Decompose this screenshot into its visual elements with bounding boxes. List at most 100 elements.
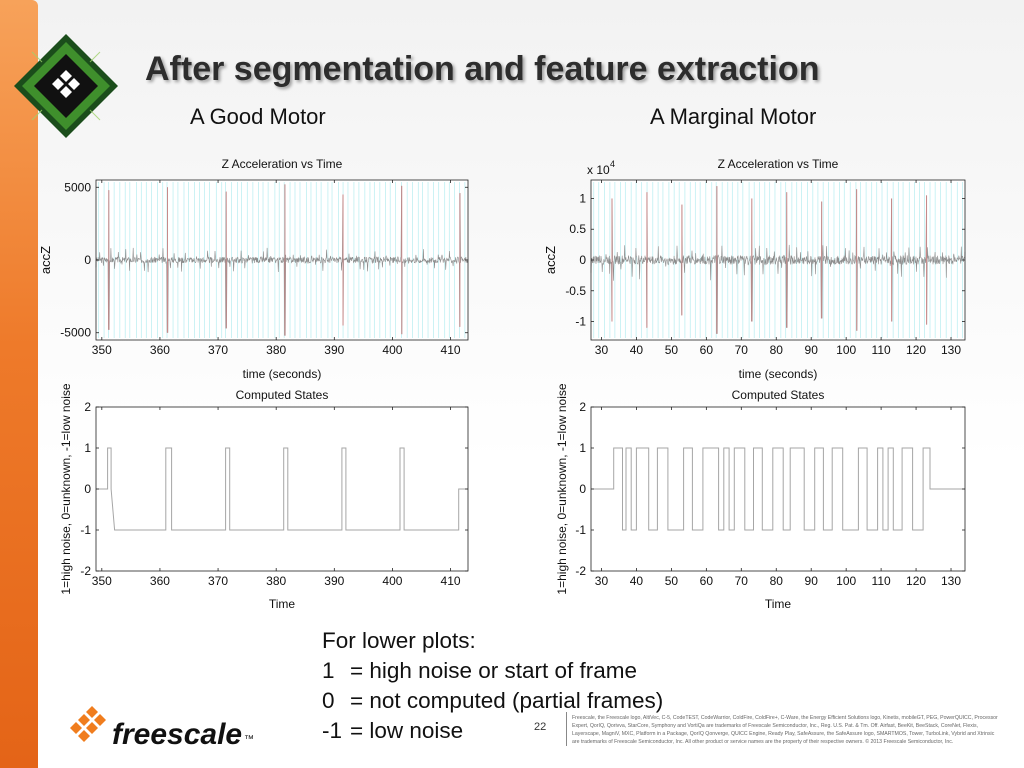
chart-title: Computed States [732,388,825,402]
chart-title: Z Acceleration vs Time [222,157,343,171]
x-tick-label: 120 [906,343,926,357]
x-tick-label: 390 [324,574,344,588]
x-tick-label: 360 [150,574,170,588]
x-tick-label: 400 [382,574,402,588]
marginal-motor-acceleration-chart: 30 40 50 60 70 80 90 100 110 120 130 -1 -0.5 0 0.5 1 Z A… [543,157,966,381]
y-tick-label: 0 [579,482,586,496]
legend-notes: For lower plots: 1 = high noise or start… [322,626,663,746]
plot-area [96,407,468,571]
y-tick-label: 1 [84,441,91,455]
good-motor-states-chart: 350 360 370 380 390 400 410 -2 -1 0 1 2 Computed Sta… [59,383,469,611]
x-tick-label: 360 [150,343,170,357]
y-tick-label: -0.5 [565,284,586,298]
y-exponent-power: 4 [610,159,615,169]
y-tick-label: -1 [575,315,586,329]
note-value: 0 [322,688,335,713]
y-tick-label: -5000 [60,326,91,340]
note-item: -1 = low noise [322,716,663,746]
x-tick-label: 390 [324,343,344,357]
note-text: = low noise [350,718,464,743]
chart-title: Z Acceleration vs Time [718,157,839,171]
x-tick-label: 100 [836,343,856,357]
y-axis-label: accZ [38,246,53,274]
y-tick-label: 0.5 [569,222,586,236]
x-tick-label: 370 [208,343,228,357]
slide-title: After segmentation and feature extractio… [145,50,820,88]
notes-heading: For lower plots: [322,628,476,653]
y-tick-label: 2 [84,400,91,414]
note-text: = not computed (partial frames) [350,688,664,713]
x-tick-label: 350 [92,343,112,357]
legal-text: Freescale, the Freescale logo, AltiVec, … [572,715,998,745]
x-tick-label: 370 [208,574,228,588]
x-tick-label: 60 [700,343,714,357]
x-tick-label: 90 [805,574,819,588]
marginal-motor-states-chart: 30 40 50 60 70 80 90 100 110 120 130 -2 -1 0 1 2 Compute… [555,383,966,611]
y-tick-label: 5000 [64,180,91,194]
x-tick-label: 350 [92,574,112,588]
x-tick-label: 380 [266,343,286,357]
x-tick-label: 50 [665,343,679,357]
y-axis-label: 1=high noise, 0=unknown, -1=low noise [59,383,73,594]
x-axis-label: Time [269,597,296,611]
note-value: 1 [322,658,335,683]
chart-title: Computed States [236,388,329,402]
x-tick-label: 130 [941,574,961,588]
x-tick-label: 380 [266,574,286,588]
y-tick-label: 0 [579,253,586,267]
x-axis-label: Time [765,597,792,611]
freescale-logo-icon: freescale ™ [70,706,254,751]
x-tick-label: 40 [630,343,644,357]
note-value: -1 [322,718,343,743]
y-exponent-label: x 10 [587,163,610,177]
x-tick-label: 80 [770,343,784,357]
y-tick-label: 1 [579,191,586,205]
x-tick-label: 30 [595,574,609,588]
note-text: = high noise or start of frame [350,658,638,683]
x-tick-label: 120 [906,574,926,588]
x-tick-label: 130 [941,343,961,357]
right-heading: A Marginal Motor [650,104,817,129]
x-tick-label: 110 [872,574,891,588]
y-tick-label: -2 [575,564,586,578]
x-tick-label: 60 [700,574,714,588]
series-line [95,184,469,336]
y-tick-label: 0 [84,482,91,496]
y-tick-label: 2 [579,400,586,414]
logo-trademark: ™ [244,734,254,745]
note-item: 1 = high noise or start of frame [322,656,663,686]
footer-divider [566,712,567,746]
y-tick-label: -1 [575,523,586,537]
x-tick-label: 90 [805,343,819,357]
x-tick-label: 100 [836,574,856,588]
y-tick-label: 0 [84,253,91,267]
y-tick-label: -1 [80,523,91,537]
x-tick-label: 40 [630,574,644,588]
left-heading: A Good Motor [190,104,326,129]
y-tick-label: 1 [579,441,586,455]
x-tick-label: 80 [770,574,784,588]
note-item: 0 = not computed (partial frames) [322,686,663,716]
x-tick-label: 70 [735,343,749,357]
series-line [590,186,966,334]
state-line [591,447,965,531]
x-tick-label: 110 [872,343,891,357]
x-axis-label: time (seconds) [739,367,818,381]
plot-area [591,407,965,571]
x-axis-label: time (seconds) [243,367,322,381]
state-line [96,447,468,531]
x-tick-label: 400 [382,343,402,357]
orange-side-bar [0,0,38,768]
x-tick-label: 30 [595,343,609,357]
y-axis-label: 1=high noise, 0=unknown, -1=low noise [555,383,569,594]
chip-logo-icon [14,34,118,138]
page-number: 22 [534,721,547,733]
y-tick-label: -2 [80,564,91,578]
logo-wordmark: freescale [112,718,242,751]
y-axis-label: accZ [543,246,558,274]
x-tick-label: 70 [735,574,749,588]
x-tick-label: 410 [441,574,461,588]
good-motor-acceleration-chart: 350 360 370 380 390 400 410 -5000 0 5000 Z Acceler… [38,157,469,381]
x-tick-label: 410 [441,343,461,357]
